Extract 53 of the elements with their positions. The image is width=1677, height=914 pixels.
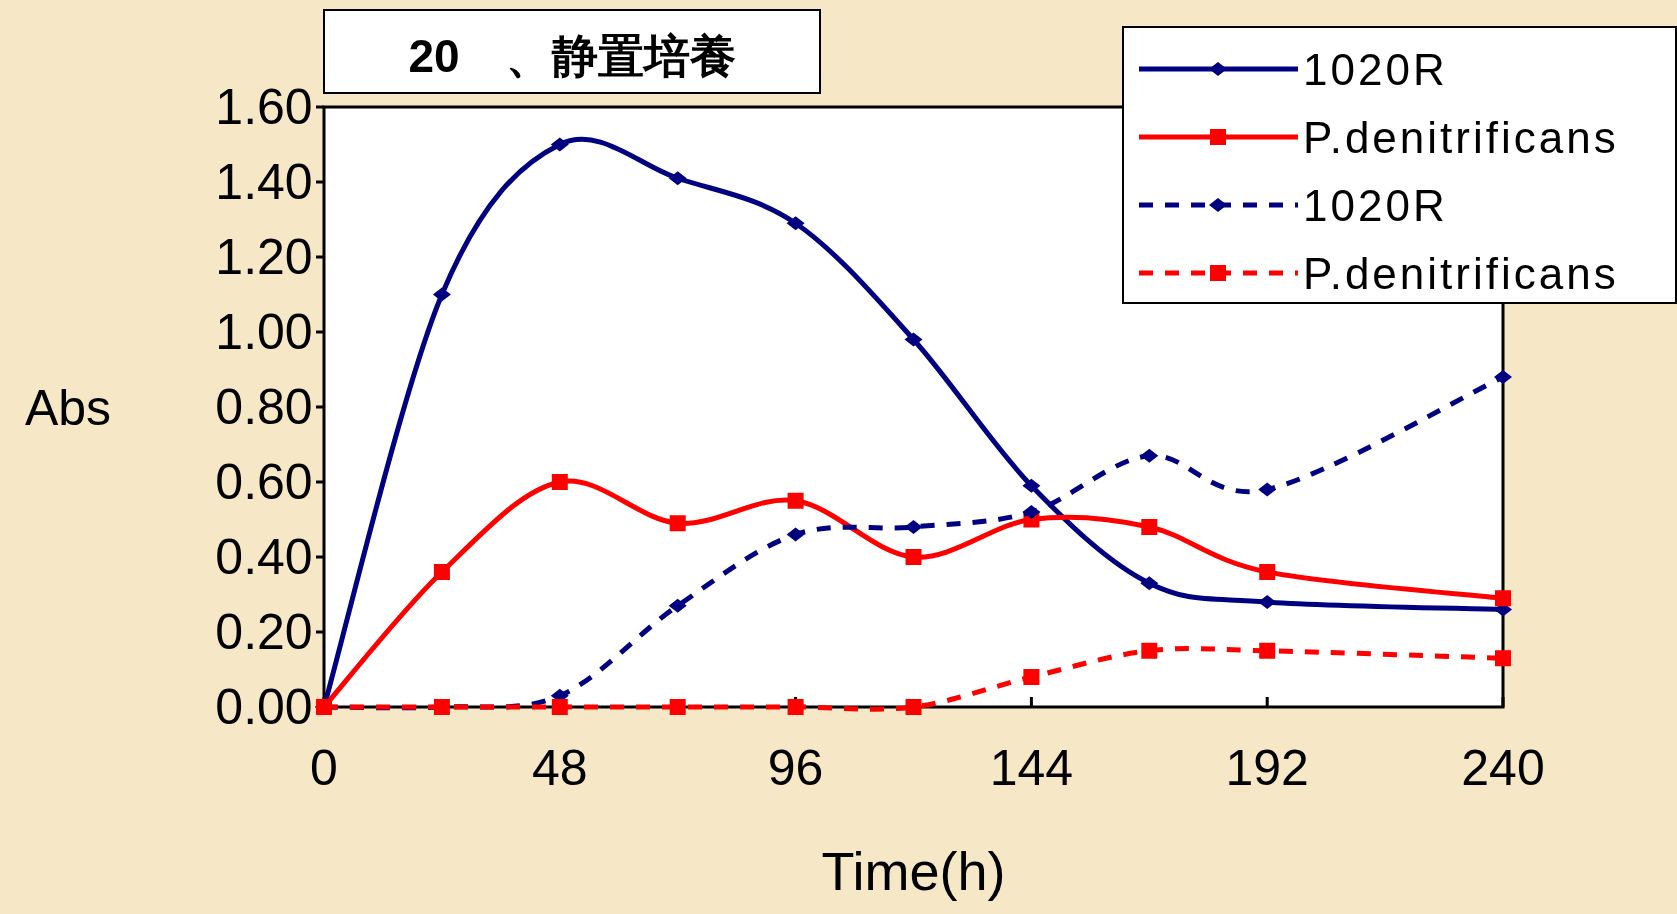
point: [786, 216, 805, 231]
point: [1141, 519, 1158, 535]
point: [669, 699, 686, 715]
point: [1495, 590, 1511, 607]
point: [551, 474, 568, 490]
point: [904, 520, 923, 534]
point: [1022, 478, 1041, 493]
y-tick-label: 0.40: [215, 529, 313, 585]
x-tick-label: 96: [767, 740, 824, 796]
point: [550, 137, 569, 152]
x-axis-title: Time(h): [821, 841, 1006, 901]
point: [1495, 650, 1511, 667]
legend-label: P.denitrificans: [1303, 249, 1619, 298]
y-tick-label: 1.00: [215, 304, 313, 360]
y-tick-label: 0.60: [215, 454, 313, 510]
point: [905, 699, 922, 715]
point: [551, 699, 568, 715]
point: [787, 699, 804, 715]
point: [669, 515, 686, 532]
x-tick-label: 192: [1225, 740, 1309, 796]
point: [1140, 576, 1159, 591]
point: [433, 564, 450, 580]
x-tick-label: 0: [310, 740, 338, 796]
point: [787, 492, 804, 509]
point: [1140, 448, 1159, 463]
y-tick-label: 1.20: [215, 229, 313, 285]
legend-label: 1020R: [1303, 181, 1448, 230]
point: [1259, 642, 1276, 659]
point: [1023, 669, 1040, 685]
point: [904, 332, 923, 347]
point: [1494, 370, 1512, 384]
point: [668, 171, 687, 186]
point: [1258, 482, 1277, 497]
point: [1022, 505, 1041, 519]
point: [786, 527, 805, 542]
x-tick-label: 240: [1461, 740, 1545, 796]
point: [668, 598, 687, 613]
x-tick-label: 144: [989, 740, 1074, 796]
point: [1259, 564, 1276, 580]
legend-label: P.denitrificans: [1303, 113, 1619, 162]
legend-label: 1020R: [1303, 45, 1448, 94]
y-tick-label: 1.60: [215, 79, 313, 135]
y-tick-label: 1.40: [215, 154, 313, 210]
point: [1258, 595, 1277, 609]
y-axis-title: Abs: [24, 380, 112, 436]
y-tick-label: 0.00: [215, 679, 313, 735]
point: [432, 287, 451, 302]
point: [1141, 642, 1158, 659]
y-tick-label: 0.20: [215, 604, 313, 660]
point: [905, 549, 922, 565]
x-tick-label: 48: [531, 740, 588, 796]
chart-title: 20 、静置培養: [408, 30, 736, 82]
y-tick-label: 0.80: [215, 379, 313, 435]
